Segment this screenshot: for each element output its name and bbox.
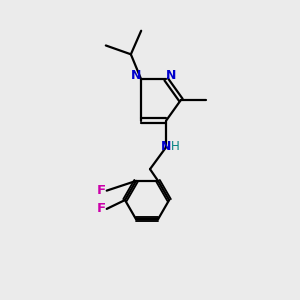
Text: F: F bbox=[97, 202, 106, 215]
Text: H: H bbox=[171, 140, 180, 153]
Text: F: F bbox=[97, 184, 106, 197]
Text: N: N bbox=[131, 69, 141, 82]
Text: N: N bbox=[161, 140, 171, 153]
Text: N: N bbox=[166, 69, 177, 82]
